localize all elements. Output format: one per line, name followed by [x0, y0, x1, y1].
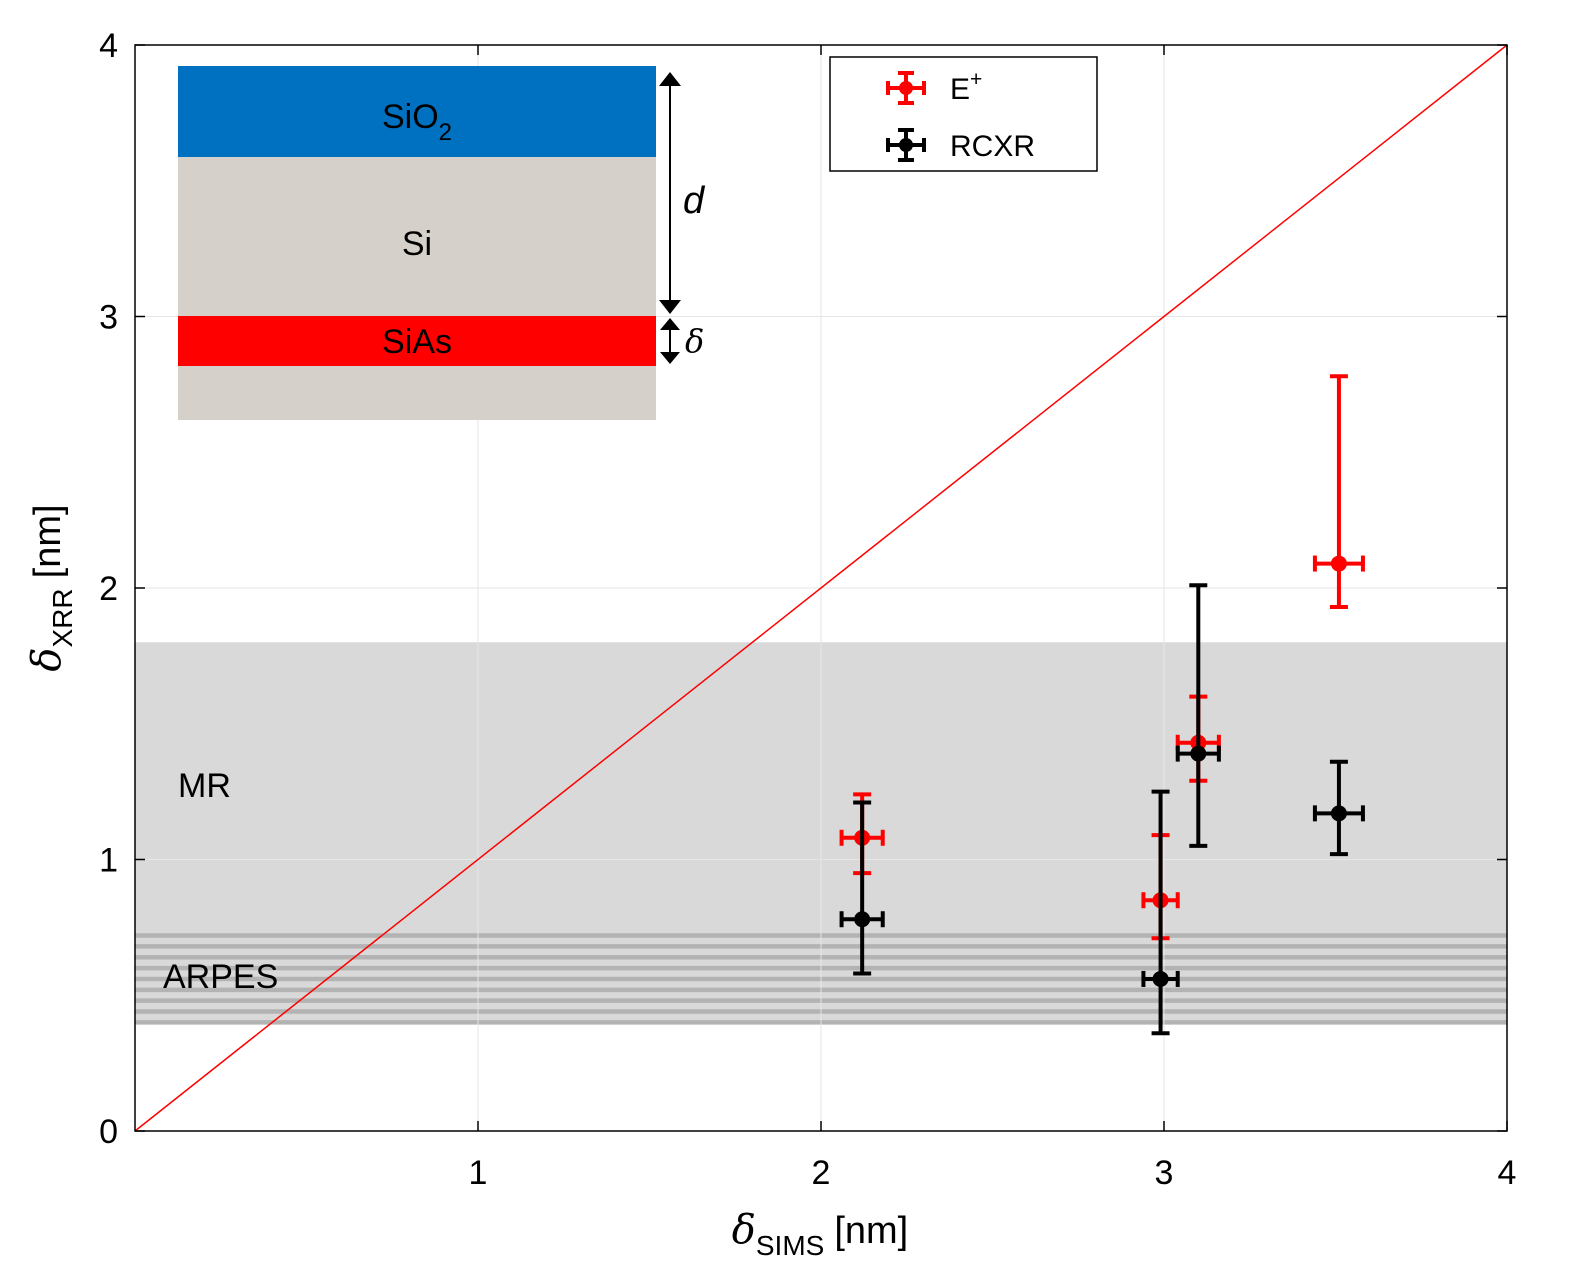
- legend-label-e-plus: E+: [950, 68, 982, 106]
- layer-label-sio2: SiO2: [382, 98, 452, 146]
- legend: E+ RCXR: [829, 56, 1098, 172]
- data-point: [1312, 374, 1365, 610]
- layer-si: [178, 157, 656, 316]
- layer-stack-inset: SiO2 Si SiAs d δ: [178, 66, 706, 420]
- data-marker: [1190, 745, 1207, 762]
- layer-sio2: [178, 66, 656, 157]
- legend-marker-e-plus: [886, 71, 926, 105]
- x-tick-label: 1: [469, 1154, 488, 1192]
- legend-label-rcxr: RCXR: [950, 130, 1035, 163]
- legend-dot: [899, 81, 913, 95]
- data-point: [1312, 759, 1365, 857]
- data-point: [839, 800, 885, 976]
- x-tick-label: 4: [1498, 1154, 1517, 1192]
- data-marker: [1330, 555, 1347, 572]
- band-label-arpes: ARPES: [163, 958, 278, 996]
- y-tick-label: 1: [99, 842, 118, 880]
- data-point: [1141, 789, 1180, 1036]
- legend-box: [829, 56, 1098, 172]
- data-marker: [854, 911, 871, 928]
- reference-line-group: [134, 44, 1508, 1132]
- axes: 1 2 3 4 0 1 2 3 4: [99, 27, 1516, 1192]
- band-label-mr: MR: [178, 767, 231, 805]
- data-point: [1175, 583, 1221, 848]
- y-tick-label: 0: [99, 1113, 118, 1151]
- y-tick-label: 3: [99, 299, 118, 337]
- x-tick-label: 3: [1155, 1154, 1174, 1192]
- dimension-arrows: [659, 72, 681, 364]
- y-tick-label: 4: [99, 27, 118, 65]
- x-tick-label: 2: [812, 1154, 831, 1192]
- data-marker: [1152, 970, 1169, 987]
- d-arrow-head-top: [659, 72, 681, 86]
- d-arrow-head-bottom: [659, 300, 681, 314]
- data-marker: [1330, 805, 1347, 822]
- layer-sias: [178, 316, 656, 366]
- layer-si-substrate: [178, 366, 656, 420]
- x-axis-title: δSIMS [nm]: [732, 1207, 908, 1261]
- layer-label-sias: SiAs: [382, 323, 452, 361]
- data-series: [839, 374, 1365, 1036]
- y-axis-title: δXRR[nm]: [24, 504, 78, 671]
- delta-label: δ: [685, 322, 704, 360]
- legend-dot: [899, 138, 913, 152]
- legend-marker-rcxr: [886, 128, 926, 162]
- y-tick-label: 2: [99, 570, 118, 608]
- delta-arrow-head-bottom: [660, 352, 680, 364]
- series-rcxr: [839, 583, 1365, 1036]
- d-label: d: [683, 180, 706, 222]
- delta-arrow-head-top: [660, 318, 680, 330]
- reference-line: [134, 44, 1508, 1132]
- layer-label-si: Si: [402, 225, 432, 263]
